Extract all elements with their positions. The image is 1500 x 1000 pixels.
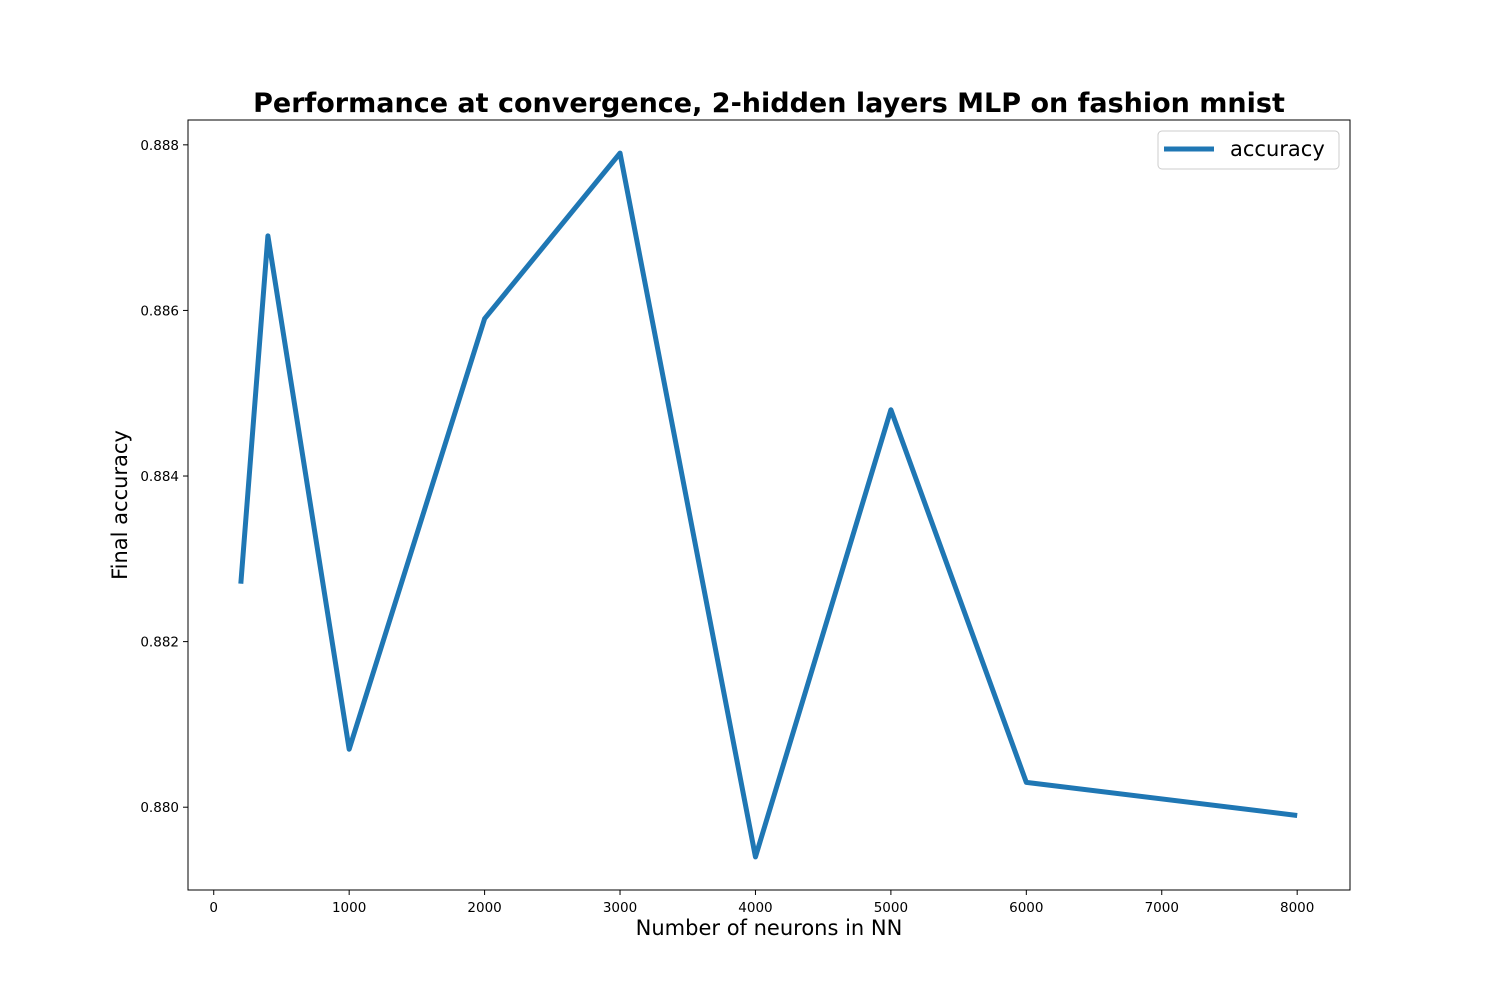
x-tick-label: 1000 <box>332 900 366 916</box>
x-tick-label: 5000 <box>874 900 908 916</box>
y-tick-label: 0.886 <box>140 303 179 319</box>
legend-entry-label: accuracy <box>1230 137 1325 161</box>
plot-area: 0 1000 2000 3000 4000 5000 6000 7000 8000 0.880 0.… <box>140 119 1351 916</box>
y-tick-label: 0.880 <box>140 800 179 816</box>
x-tick-label: 6000 <box>1009 900 1043 916</box>
legend: accuracy <box>1157 130 1340 170</box>
legend-box <box>1157 130 1340 170</box>
x-tick-label: 2000 <box>467 900 501 916</box>
y-tick-label: 0.888 <box>140 138 179 154</box>
x-tick-label: 7000 <box>1145 900 1179 916</box>
y-axis-label: Final accuracy <box>108 430 132 580</box>
x-axis-label: Number of neurons in NN <box>636 916 903 940</box>
x-tick-label: 3000 <box>603 900 637 916</box>
x-tick-label: 4000 <box>738 900 772 916</box>
chart-title: Performance at convergence, 2-hidden lay… <box>253 88 1285 119</box>
axes-frame <box>187 119 1351 891</box>
y-tick-label: 0.884 <box>140 469 179 485</box>
x-tick-label: 8000 <box>1280 900 1314 916</box>
y-tick-label: 0.882 <box>140 635 179 651</box>
x-tick-label: 0 <box>209 900 218 916</box>
